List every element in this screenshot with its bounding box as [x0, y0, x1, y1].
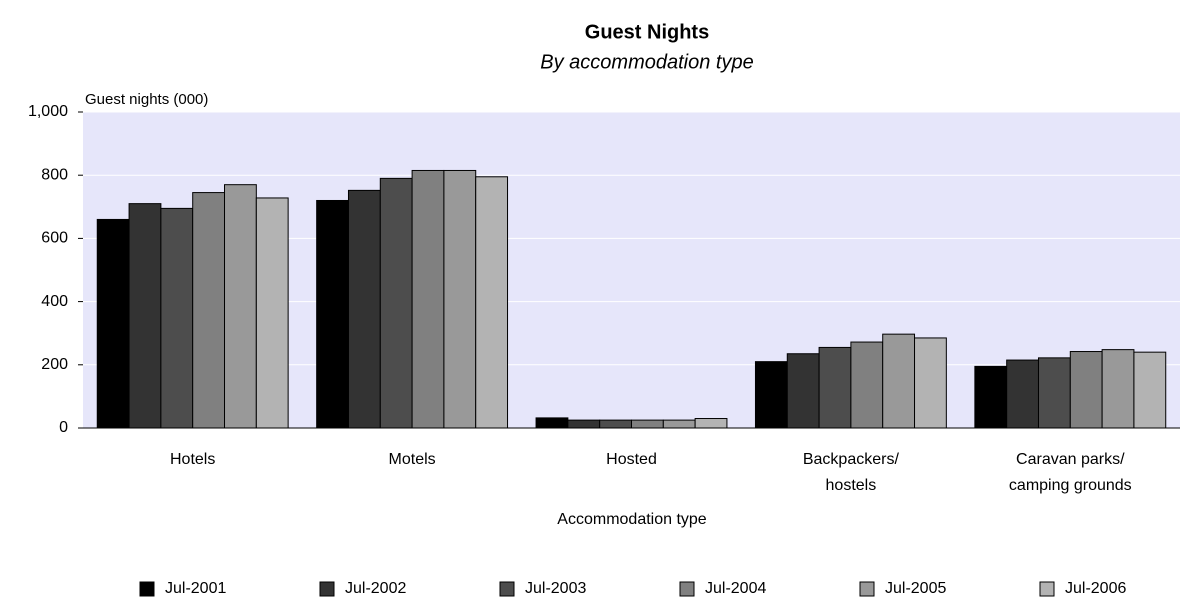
bar	[535, 417, 569, 429]
bar	[567, 419, 601, 429]
legend-label: Jul-2002	[345, 580, 406, 597]
bar	[1006, 359, 1039, 429]
bar	[631, 419, 664, 429]
bar	[316, 199, 349, 429]
legend-swatch	[859, 581, 875, 597]
bar	[662, 419, 696, 429]
legend-label: Jul-2006	[1065, 580, 1126, 597]
bar	[96, 218, 130, 429]
bar	[379, 177, 413, 429]
legend-swatch	[139, 581, 155, 597]
y-tick-label: 600	[41, 230, 68, 247]
bar	[1101, 349, 1135, 429]
x-axis-label: Accommodation type	[557, 511, 707, 528]
y-tick-label: 400	[41, 293, 68, 310]
bar	[160, 207, 194, 429]
legend-label: Jul-2003	[525, 580, 586, 597]
bar	[224, 184, 257, 429]
bar	[599, 419, 633, 429]
legend-swatch	[679, 581, 695, 597]
y-tick-label: 0	[59, 419, 68, 436]
bar	[974, 365, 1008, 429]
bar	[192, 192, 226, 429]
x-tick-label: Backpackers/ hostels	[802, 451, 899, 494]
bar	[786, 353, 820, 429]
bar	[818, 346, 852, 429]
x-tick-label: Hotels	[170, 451, 216, 468]
bar	[1037, 357, 1071, 429]
chart-title: Guest Nights	[585, 21, 709, 43]
bar	[694, 418, 728, 429]
legend-label: Jul-2001	[165, 580, 226, 597]
x-tick-label: Motels	[388, 451, 436, 468]
bar	[475, 176, 509, 429]
y-tick-label: 1,000	[28, 103, 68, 120]
bar	[882, 333, 916, 429]
legend-label: Jul-2004	[705, 580, 766, 597]
bar	[1133, 351, 1167, 429]
legend-swatch	[499, 581, 515, 597]
bar	[754, 361, 788, 429]
x-tick-label: Caravan parks/ camping grounds	[1008, 451, 1132, 494]
bar	[347, 189, 381, 429]
chart-subtitle: By accommodation type	[540, 51, 753, 73]
legend-label: Jul-2005	[885, 580, 946, 597]
bar	[850, 341, 884, 429]
x-tick-label: Hosted	[606, 451, 657, 468]
bar	[914, 337, 947, 429]
bar	[128, 203, 162, 429]
bar	[255, 197, 289, 429]
legend-swatch	[1039, 581, 1055, 597]
y-tick-label: 200	[41, 356, 68, 373]
legend-swatch	[319, 581, 335, 597]
bar	[443, 169, 477, 429]
y-axis-label: Guest nights (000)	[85, 91, 208, 108]
bar	[1069, 351, 1103, 429]
bar	[411, 169, 445, 429]
y-tick-label: 800	[41, 166, 68, 183]
